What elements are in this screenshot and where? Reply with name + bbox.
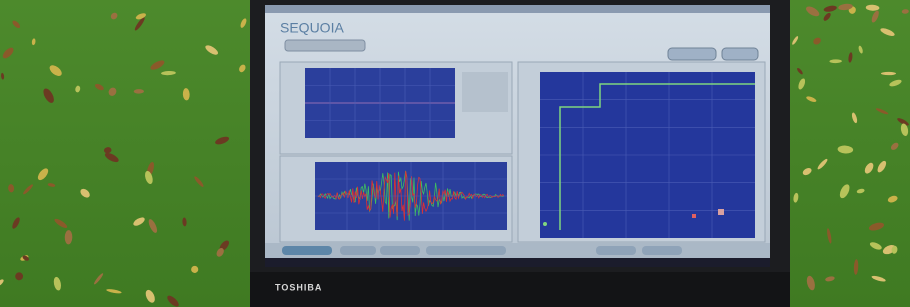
marker [543, 222, 547, 226]
button[interactable] [722, 48, 758, 60]
brand: TOSHIBA [275, 282, 322, 292]
button[interactable] [642, 246, 682, 255]
photo: TOSHIBA SEQUOIA [0, 0, 910, 307]
marker [718, 209, 724, 215]
button[interactable] [340, 246, 376, 255]
button[interactable] [596, 246, 636, 255]
page: TOSHIBA SEQUOIA (() => { const data = JS… [0, 0, 910, 307]
laptop-chin [250, 272, 790, 307]
button[interactable] [282, 246, 332, 255]
app-logo: SEQUOIA [280, 20, 344, 36]
dropdown[interactable] [285, 40, 365, 51]
button[interactable] [426, 246, 506, 255]
title-bar [265, 5, 770, 13]
taskbar [265, 258, 770, 267]
controls [462, 72, 508, 112]
button[interactable] [380, 246, 420, 255]
button[interactable] [668, 48, 716, 60]
marker [692, 214, 696, 218]
